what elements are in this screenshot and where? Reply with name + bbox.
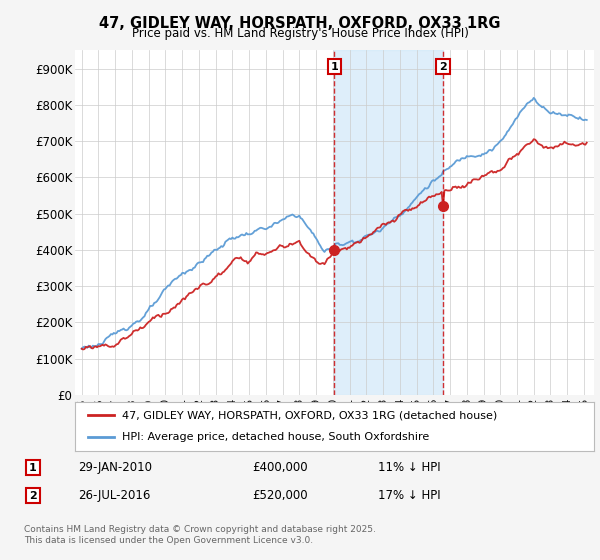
- Bar: [334, 50, 443, 395]
- Text: 17% ↓ HPI: 17% ↓ HPI: [378, 489, 440, 502]
- Text: HPI: Average price, detached house, South Oxfordshire: HPI: Average price, detached house, Sout…: [122, 432, 429, 442]
- Text: 26-JUL-2016: 26-JUL-2016: [78, 489, 151, 502]
- Text: 1: 1: [331, 62, 338, 72]
- Text: 11% ↓ HPI: 11% ↓ HPI: [378, 461, 440, 474]
- Text: Contains HM Land Registry data © Crown copyright and database right 2025.
This d: Contains HM Land Registry data © Crown c…: [24, 525, 376, 545]
- Text: 29-JAN-2010: 29-JAN-2010: [78, 461, 152, 474]
- Text: Price paid vs. HM Land Registry's House Price Index (HPI): Price paid vs. HM Land Registry's House …: [131, 27, 469, 40]
- Text: 2: 2: [439, 62, 447, 72]
- Text: 47, GIDLEY WAY, HORSPATH, OXFORD, OX33 1RG: 47, GIDLEY WAY, HORSPATH, OXFORD, OX33 1…: [99, 16, 501, 31]
- Text: £400,000: £400,000: [252, 461, 308, 474]
- Text: 2: 2: [29, 491, 37, 501]
- Text: 47, GIDLEY WAY, HORSPATH, OXFORD, OX33 1RG (detached house): 47, GIDLEY WAY, HORSPATH, OXFORD, OX33 1…: [122, 410, 497, 421]
- Text: £520,000: £520,000: [252, 489, 308, 502]
- Text: 1: 1: [29, 463, 37, 473]
